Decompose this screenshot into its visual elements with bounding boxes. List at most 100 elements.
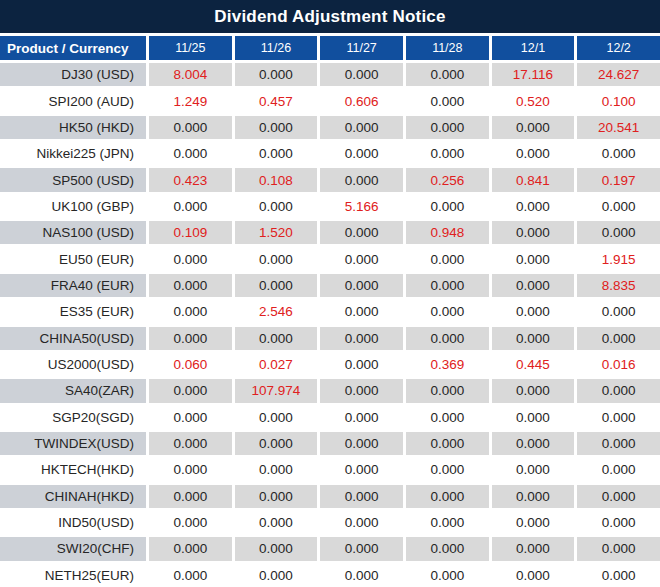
product-cell: SWI20(CHF) [0,537,146,560]
value-cell: 0.000 [406,537,489,560]
value-cell: 0.027 [235,353,318,376]
value-cell: 0.000 [492,406,575,429]
product-cell: DJ30 (USD) [0,63,146,86]
column-header-date: 11/26 [235,36,318,60]
value-cell: 0.000 [492,327,575,350]
value-cell: 0.000 [320,379,403,402]
value-cell: 24.627 [577,63,660,86]
column-header-product: Product / Currency [0,36,146,60]
value-cell: 0.000 [577,195,660,218]
value-cell: 0.000 [235,195,318,218]
product-cell: NETH25(EUR) [0,564,146,587]
value-cell: 0.000 [235,116,318,139]
value-cell: 0.000 [320,353,403,376]
value-cell: 2.546 [235,300,318,323]
product-cell: SA40(ZAR) [0,379,146,402]
value-cell: 0.000 [492,116,575,139]
value-cell: 0.000 [406,406,489,429]
value-cell: 1.249 [149,89,232,112]
product-cell: SPI200 (AUD) [0,89,146,112]
value-cell: 0.256 [406,168,489,191]
value-cell: 0.000 [235,485,318,508]
value-cell: 0.000 [320,116,403,139]
value-cell: 5.166 [320,195,403,218]
product-cell: SP500 (USD) [0,168,146,191]
value-cell: 0.000 [149,406,232,429]
value-cell: 0.606 [320,89,403,112]
product-cell: IND50(USD) [0,511,146,534]
value-cell: 0.000 [492,274,575,297]
value-cell: 0.000 [320,63,403,86]
value-cell: 0.000 [149,327,232,350]
value-cell: 0.000 [406,89,489,112]
value-cell: 8.004 [149,63,232,86]
value-cell: 0.000 [320,247,403,270]
value-cell: 0.000 [577,511,660,534]
value-cell: 0.000 [149,432,232,455]
value-cell: 0.000 [149,379,232,402]
value-cell: 0.000 [406,116,489,139]
value-cell: 0.000 [492,564,575,587]
value-cell: 0.423 [149,168,232,191]
value-cell: 0.000 [235,537,318,560]
value-cell: 0.000 [235,511,318,534]
value-cell: 0.369 [406,353,489,376]
value-cell: 0.000 [235,432,318,455]
value-cell: 0.000 [320,300,403,323]
product-cell: HKTECH(HKD) [0,458,146,481]
value-cell: 0.000 [492,432,575,455]
column-header-date: 12/1 [492,36,575,60]
value-cell: 0.000 [235,63,318,86]
product-cell: SGP20(SGD) [0,406,146,429]
value-cell: 0.000 [149,116,232,139]
value-cell: 0.000 [577,406,660,429]
value-cell: 0.000 [406,247,489,270]
value-cell: 0.000 [577,458,660,481]
value-cell: 0.000 [492,511,575,534]
value-cell: 0.000 [492,247,575,270]
value-cell: 0.000 [149,511,232,534]
value-cell: 0.000 [235,142,318,165]
value-cell: 0.060 [149,353,232,376]
value-cell: 0.000 [320,564,403,587]
value-cell: 0.000 [406,274,489,297]
value-cell: 0.000 [406,432,489,455]
value-cell: 0.100 [577,89,660,112]
value-cell: 0.000 [577,537,660,560]
value-cell: 0.948 [406,221,489,244]
value-cell: 0.000 [492,221,575,244]
value-cell: 0.000 [406,63,489,86]
value-cell: 0.016 [577,353,660,376]
value-cell: 0.000 [320,511,403,534]
value-cell: 0.000 [149,274,232,297]
value-cell: 107.974 [235,379,318,402]
value-cell: 0.000 [235,247,318,270]
value-cell: 0.000 [577,564,660,587]
value-cell: 1.915 [577,247,660,270]
product-cell: EU50 (EUR) [0,247,146,270]
value-cell: 0.000 [406,195,489,218]
value-cell: 0.000 [149,485,232,508]
column-header-date: 11/27 [320,36,403,60]
value-cell: 0.000 [320,274,403,297]
value-cell: 0.000 [577,485,660,508]
value-cell: 0.000 [492,537,575,560]
value-cell: 0.000 [406,300,489,323]
value-cell: 0.000 [577,432,660,455]
table-title: Dividend Adjustment Notice [0,0,660,33]
dividend-adjustment-table: Dividend Adjustment Notice Product / Cur… [0,0,660,587]
product-cell: NAS100 (USD) [0,221,146,244]
value-cell: 0.457 [235,89,318,112]
value-cell: 0.000 [235,327,318,350]
value-cell: 0.000 [320,406,403,429]
value-cell: 0.000 [320,142,403,165]
value-cell: 0.520 [492,89,575,112]
value-cell: 0.000 [406,458,489,481]
value-cell: 0.000 [492,458,575,481]
value-cell: 0.000 [577,142,660,165]
value-cell: 0.000 [320,168,403,191]
value-cell: 0.000 [320,221,403,244]
value-cell: 0.000 [577,221,660,244]
value-cell: 0.000 [149,564,232,587]
value-cell: 0.000 [235,406,318,429]
